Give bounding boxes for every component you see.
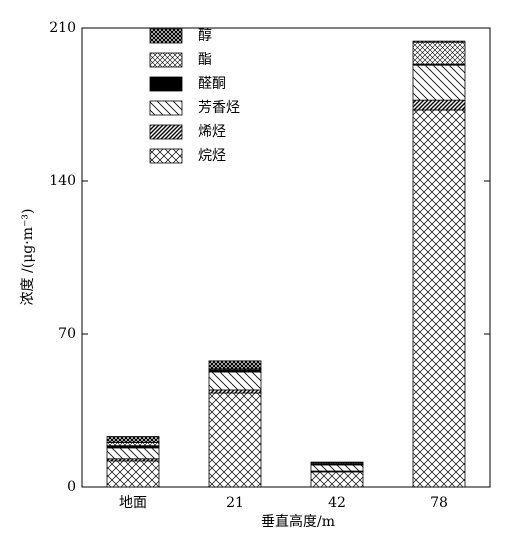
x-tick-label: 地面 <box>119 495 147 511</box>
bar-segment <box>412 41 466 65</box>
legend-swatch <box>149 76 183 92</box>
bar-segment <box>208 360 262 370</box>
legend-label: 烷烃 <box>198 148 226 164</box>
bar-segment <box>208 392 262 488</box>
y-tick-label: 210 <box>49 20 76 36</box>
y-tick-label: 0 <box>67 479 76 495</box>
legend-label: 芳香烃 <box>198 99 240 116</box>
plot-frame <box>81 27 491 488</box>
legend-swatch <box>149 148 183 164</box>
x-tick-label: 42 <box>328 495 346 511</box>
legend-label: 醇 <box>198 27 212 44</box>
bar-segment <box>412 64 466 101</box>
y-tick-label: 140 <box>49 173 76 189</box>
legend-label: 醛酮 <box>198 76 226 92</box>
bar-segment <box>208 389 262 394</box>
x-axis-label: 垂直高度/m <box>261 513 335 530</box>
bar-segment <box>310 471 364 488</box>
legend-label: 烯烃 <box>198 124 226 140</box>
x-tick-label: 21 <box>226 495 244 511</box>
legend-swatch <box>149 28 183 44</box>
bar-segment <box>106 447 160 460</box>
x-tick-label: 78 <box>430 495 448 511</box>
legend-swatch <box>149 52 183 68</box>
y-tick-label: 70 <box>58 326 76 342</box>
legend-swatch <box>149 100 183 116</box>
bar-segment <box>412 40 466 43</box>
bar-segment <box>412 109 466 488</box>
bar-segment <box>106 460 160 488</box>
bar-segment <box>208 371 262 391</box>
bar-segment <box>310 461 364 464</box>
bar-segment <box>106 436 160 443</box>
legend-label: 酯 <box>198 52 212 68</box>
y-axis-label: 浓度 /(μg·m⁻³) <box>20 209 36 306</box>
legend-swatch <box>149 124 183 140</box>
bar-segment <box>310 464 364 472</box>
bar-segment <box>412 99 466 111</box>
bar-segment <box>106 442 160 447</box>
